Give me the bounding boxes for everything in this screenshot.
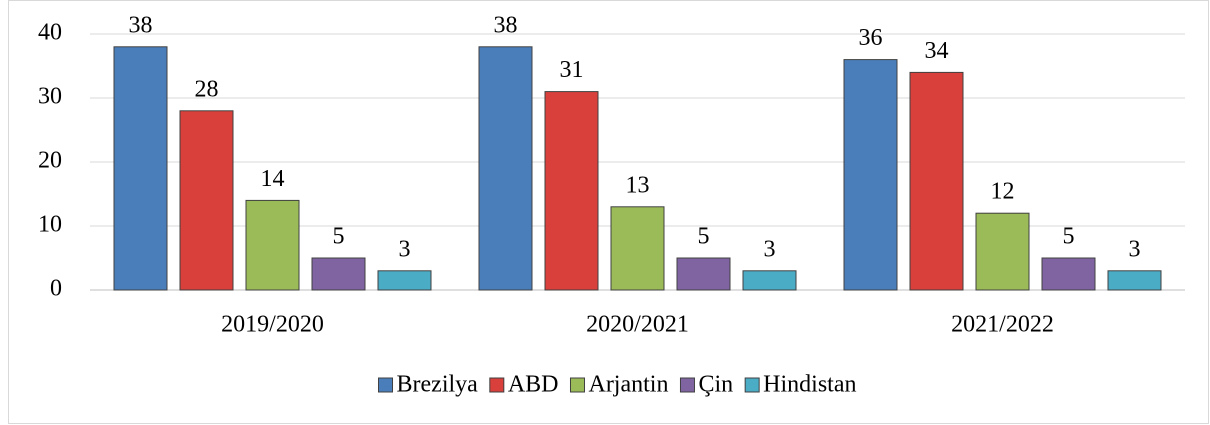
x-tick-label: 2019/2020: [221, 312, 324, 338]
data-label: 5: [698, 224, 710, 250]
bar: [676, 257, 731, 291]
bar: [179, 110, 234, 291]
data-label: 31: [560, 57, 584, 83]
bar: [311, 257, 366, 291]
legend-marker: [569, 377, 585, 393]
legend-marker: [378, 377, 394, 393]
legend-label: Arjantin: [588, 372, 668, 398]
y-tick-label: 10: [38, 212, 62, 238]
bar: [377, 270, 432, 291]
bar: [113, 46, 168, 291]
legend-label: Hindistan: [763, 372, 856, 398]
bar: [975, 212, 1030, 291]
data-label: 12: [991, 179, 1015, 205]
y-tick-label: 30: [38, 84, 62, 110]
bar: [1041, 257, 1096, 291]
legend-label: ABD: [508, 372, 559, 398]
y-tick-label: 40: [38, 20, 62, 46]
bar: [909, 71, 964, 291]
data-label: 5: [333, 224, 345, 250]
data-label: 5: [1063, 224, 1075, 250]
data-label: 3: [399, 236, 411, 262]
data-label: 34: [925, 38, 949, 64]
bar: [544, 91, 599, 291]
data-label: 28: [195, 76, 219, 102]
bar: [1107, 270, 1162, 291]
y-tick-label: 20: [38, 148, 62, 174]
legend-marker: [489, 377, 505, 393]
legend-label: Brezilya: [397, 372, 479, 398]
data-label: 14: [261, 166, 285, 192]
bar: [478, 46, 533, 291]
legend-marker: [679, 377, 695, 393]
bar: [610, 206, 665, 291]
x-tick-label: 2021/2022: [951, 312, 1054, 338]
bar: [843, 59, 898, 291]
data-label: 36: [859, 25, 883, 51]
y-tick-label: 0: [50, 276, 62, 302]
data-label: 13: [626, 172, 650, 198]
legend-label: Çin: [698, 372, 733, 398]
data-label: 38: [494, 12, 518, 38]
data-label: 3: [764, 236, 776, 262]
bar: [742, 270, 797, 291]
data-label: 3: [1129, 236, 1141, 262]
data-label: 38: [129, 12, 153, 38]
legend-marker: [744, 377, 760, 393]
x-tick-label: 2020/2021: [586, 312, 689, 338]
bar: [245, 199, 300, 291]
